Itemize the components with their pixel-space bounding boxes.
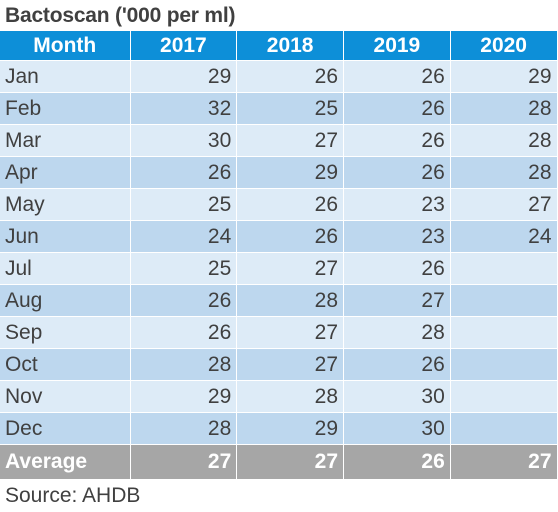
value-cell: 28	[343, 316, 451, 349]
value-cell: 27	[236, 252, 344, 285]
bactoscan-table: Month 2017 2018 2019 2020 Jan 29 26 26 29 Feb…	[0, 31, 558, 480]
value-cell: 27	[450, 188, 558, 221]
table-row: Jun 24 26 23 24	[0, 220, 558, 253]
source-note: Source: AHDB	[5, 484, 141, 507]
value-cell: 28	[236, 380, 344, 413]
value-cell: 30	[343, 380, 451, 413]
average-value: 27	[236, 444, 344, 480]
header-row: Month 2017 2018 2019 2020	[0, 31, 558, 61]
value-cell: 23	[343, 220, 451, 253]
value-cell: 26	[343, 252, 451, 285]
table-row: Aug 26 28 27	[0, 284, 558, 317]
value-cell: 26	[236, 188, 344, 221]
month-cell: Feb	[0, 92, 131, 125]
value-cell: 27	[236, 124, 344, 157]
value-cell: 26	[130, 316, 238, 349]
value-cell: 30	[343, 412, 451, 445]
value-cell	[450, 348, 558, 381]
value-cell: 25	[130, 252, 238, 285]
month-cell: Jul	[0, 252, 131, 285]
value-cell: 26	[236, 220, 344, 253]
average-row: Average 27 27 26 27	[0, 444, 558, 480]
value-cell: 29	[236, 156, 344, 189]
value-cell: 28	[236, 284, 344, 317]
value-cell: 29	[130, 380, 238, 413]
header-month: Month	[0, 31, 131, 61]
value-cell: 25	[236, 92, 344, 125]
value-cell: 23	[343, 188, 451, 221]
average-value: 26	[343, 444, 451, 480]
value-cell: 24	[130, 220, 238, 253]
month-cell: Mar	[0, 124, 131, 157]
header-year: 2018	[236, 31, 344, 61]
month-cell: May	[0, 188, 131, 221]
value-cell: 27	[343, 284, 451, 317]
value-cell: 27	[236, 316, 344, 349]
value-cell: 32	[130, 92, 238, 125]
value-cell: 30	[130, 124, 238, 157]
value-cell	[450, 284, 558, 317]
value-cell: 26	[236, 60, 344, 93]
value-cell: 28	[130, 348, 238, 381]
header-year: 2017	[130, 31, 238, 61]
month-cell: Apr	[0, 156, 131, 189]
value-cell: 25	[130, 188, 238, 221]
average-label: Average	[0, 444, 131, 480]
month-cell: Jun	[0, 220, 131, 253]
value-cell: 26	[343, 124, 451, 157]
month-cell: Sep	[0, 316, 131, 349]
value-cell	[450, 380, 558, 413]
value-cell: 26	[343, 92, 451, 125]
table-row: Nov 29 28 30	[0, 380, 558, 413]
value-cell	[450, 252, 558, 285]
value-cell	[450, 412, 558, 445]
table-row: Oct 28 27 26	[0, 348, 558, 381]
value-cell: 29	[450, 60, 558, 93]
average-value: 27	[130, 444, 238, 480]
value-cell: 26	[343, 348, 451, 381]
average-value: 27	[450, 444, 558, 480]
month-cell: Jan	[0, 60, 131, 93]
table-row: May 25 26 23 27	[0, 188, 558, 221]
value-cell: 28	[450, 124, 558, 157]
table-row: Feb 32 25 26 28	[0, 92, 558, 125]
table-row: Mar 30 27 26 28	[0, 124, 558, 157]
value-cell: 28	[450, 92, 558, 125]
table-title: Bactoscan ('000 per ml)	[5, 4, 236, 27]
table-row: Sep 26 27 28	[0, 316, 558, 349]
month-cell: Oct	[0, 348, 131, 381]
value-cell: 27	[236, 348, 344, 381]
header-year: 2019	[343, 31, 451, 61]
value-cell: 26	[130, 284, 238, 317]
month-cell: Dec	[0, 412, 131, 445]
value-cell: 29	[236, 412, 344, 445]
table-row: Apr 26 29 26 28	[0, 156, 558, 189]
value-cell: 29	[130, 60, 238, 93]
value-cell	[450, 316, 558, 349]
table-row: Jul 25 27 26	[0, 252, 558, 285]
value-cell: 26	[343, 60, 451, 93]
header-year: 2020	[450, 31, 558, 61]
table-row: Jan 29 26 26 29	[0, 60, 558, 93]
value-cell: 24	[450, 220, 558, 253]
value-cell: 26	[130, 156, 238, 189]
month-cell: Aug	[0, 284, 131, 317]
month-cell: Nov	[0, 380, 131, 413]
value-cell: 26	[343, 156, 451, 189]
value-cell: 28	[130, 412, 238, 445]
value-cell: 28	[450, 156, 558, 189]
table-row: Dec 28 29 30	[0, 412, 558, 445]
